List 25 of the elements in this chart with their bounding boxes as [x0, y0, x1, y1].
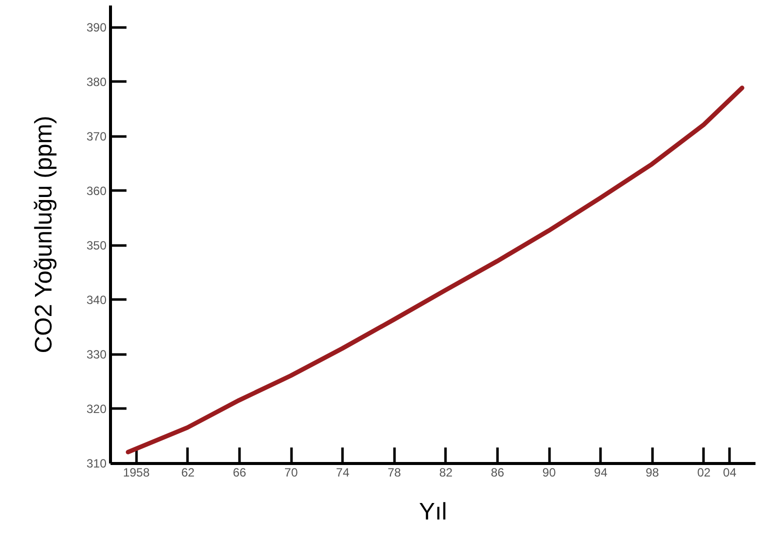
- x-tick-label: 02: [697, 466, 711, 480]
- y-tick-label: 380: [86, 74, 107, 89]
- x-tick-label: 74: [336, 466, 350, 480]
- line-series: [126, 86, 744, 454]
- x-axis-title: Yıl: [418, 498, 448, 526]
- x-tick-label: 04: [723, 466, 737, 480]
- x-tick-label: 70: [284, 466, 298, 480]
- x-tick-label: 1958: [122, 466, 150, 480]
- y-tick-label: 340: [86, 292, 107, 307]
- y-tick-label: 360: [86, 184, 107, 198]
- x-tick-label: 86: [490, 466, 504, 480]
- x-tick-label: 78: [388, 466, 402, 480]
- y-tick-label: 350: [86, 238, 107, 252]
- y-tick-label: 320: [86, 402, 107, 416]
- x-tick-label: 62: [181, 466, 195, 480]
- y-axis-title: CO2 Yoğunluğu (ppm): [30, 116, 58, 354]
- x-tick-label: 98: [646, 466, 660, 480]
- y-tick-label: 370: [86, 129, 107, 144]
- x-tick-label: 94: [594, 466, 608, 480]
- y-tick-label: 330: [86, 347, 107, 362]
- y-tick-label: 390: [86, 20, 107, 34]
- x-tick-label: 66: [232, 466, 246, 480]
- y-tick-label: 310: [86, 456, 107, 470]
- x-tick-label: 90: [542, 466, 556, 480]
- x-tick-label: 82: [439, 466, 453, 480]
